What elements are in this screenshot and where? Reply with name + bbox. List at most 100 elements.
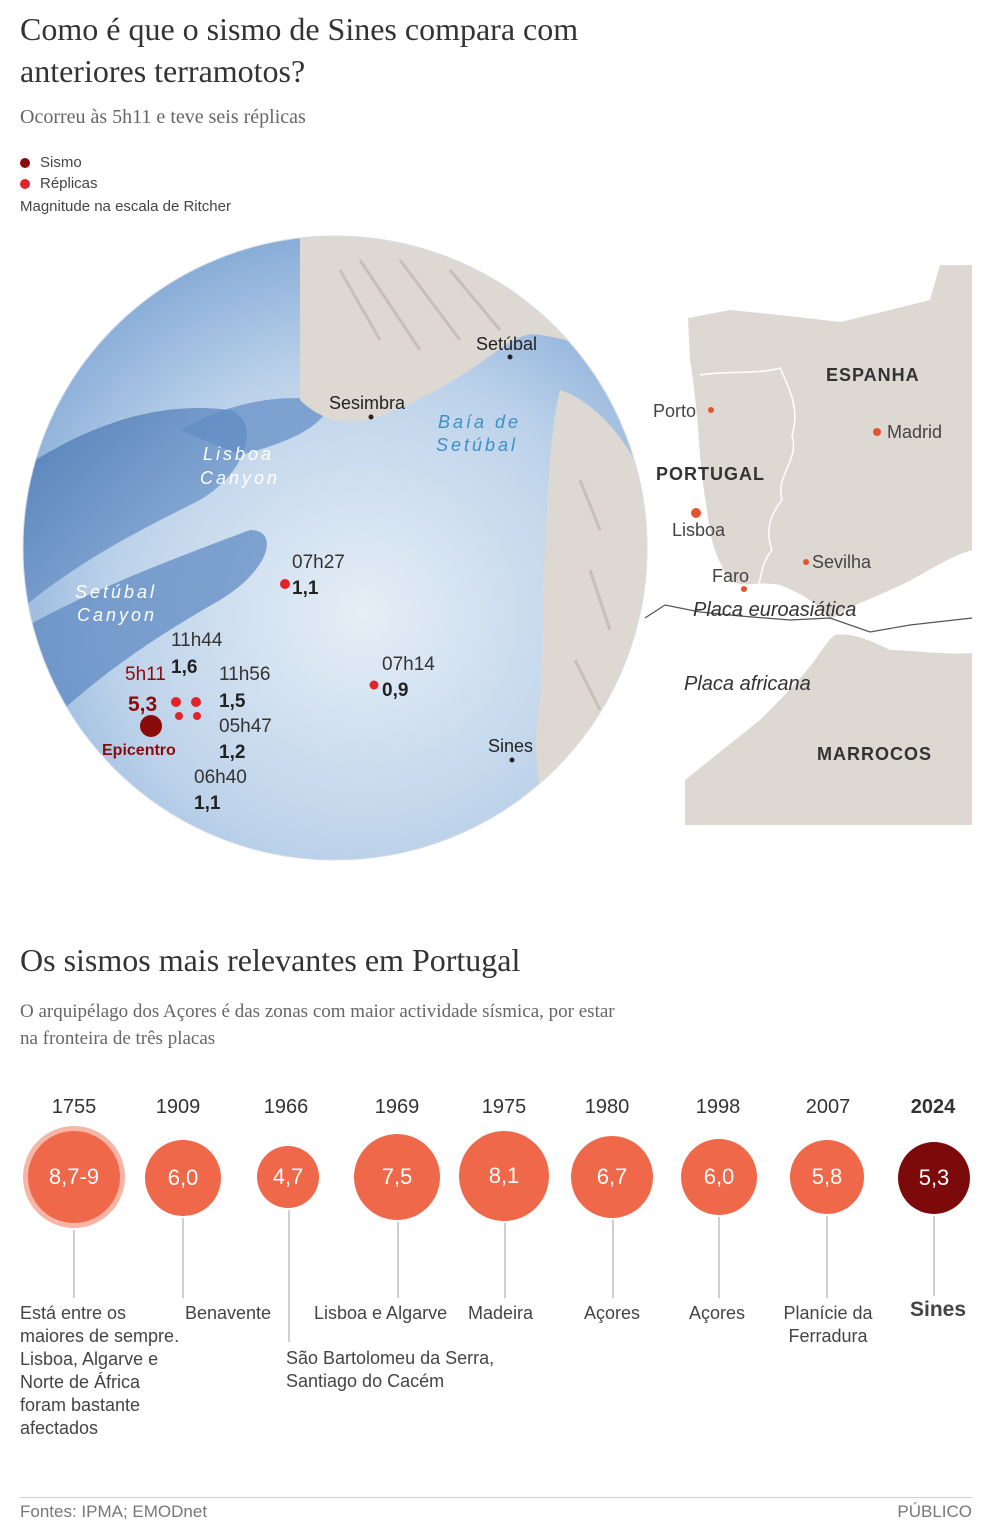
magnitude-bubble: 8,1 <box>459 1131 549 1221</box>
magnitude-bubble: 8,7-9 <box>28 1131 120 1223</box>
aftershock-magnitude: 0,9 <box>382 680 408 701</box>
magnitude-bubble: 5,8 <box>790 1140 864 1214</box>
footer-divider <box>20 1497 972 1498</box>
quake-label: Está entre os maiores de sempre. Lisboa,… <box>20 1303 180 1438</box>
footer-sources: Fontes: IPMA; EMODnet <box>20 1502 208 1521</box>
timeline-stem <box>73 1230 75 1298</box>
magnitude-bubble: 4,7 <box>257 1146 319 1208</box>
sismo-dot-icon <box>20 157 30 168</box>
aftershock-dot-icon <box>280 579 290 589</box>
magnitude-bubble: 6,0 <box>681 1139 757 1215</box>
label-baia-setubal-2: Setúbal <box>436 435 518 455</box>
aftershock-magnitude: 1,2 <box>219 742 245 763</box>
country-portugal: PORTUGAL <box>656 464 765 484</box>
aftershock-dot-icon <box>175 712 183 720</box>
aftershock-magnitude: 1,1 <box>194 793 221 814</box>
madrid-marker-icon <box>873 428 881 436</box>
timeline-stem <box>182 1218 184 1298</box>
year-1909: 1909 <box>155 1096 201 1118</box>
year-2007: 2007 <box>805 1096 851 1118</box>
year-1966: 1966 <box>263 1096 309 1118</box>
sesimbra-marker-icon <box>368 414 374 420</box>
main-quake-time: 5h11 <box>125 664 166 685</box>
year-1980: 1980 <box>584 1096 630 1118</box>
year-1755: 1755 <box>51 1096 97 1118</box>
timeline-stem <box>504 1223 506 1298</box>
aftershock-magnitude: 1,1 <box>292 578 319 599</box>
magnitude-bubble: 6,7 <box>571 1136 653 1218</box>
year-1998: 1998 <box>695 1096 741 1118</box>
magnitude-bubble-highlight: 5,3 <box>898 1142 970 1214</box>
aftershock-dot-icon <box>191 697 201 707</box>
quake-label: Lisboa e Algarve <box>314 1303 448 1323</box>
main-quake-magnitude: 5,3 <box>128 693 157 716</box>
timeline-stem <box>718 1217 720 1298</box>
country-spain: ESPANHA <box>826 365 920 385</box>
country-morocco: MARROCOS <box>817 744 932 764</box>
sevilha-marker-icon <box>803 559 809 565</box>
place-setubal: Setúbal <box>476 334 537 354</box>
porto-marker-icon <box>708 407 714 413</box>
label-lisboa-canyon-1: Lisboa <box>203 444 274 464</box>
quake-label-highlight: Sines <box>909 1298 967 1321</box>
plate-african: Placa africana <box>684 673 811 695</box>
setubal-marker-icon <box>507 354 513 360</box>
section-subtitle: O arquipélago dos Açores é das zonas com… <box>20 1001 615 1049</box>
aftershock-time: 07h27 <box>292 552 345 573</box>
aftershock-dot-icon <box>171 697 181 707</box>
epicentre-dot-icon <box>140 715 162 737</box>
legend-label: Sismo <box>40 154 82 171</box>
lisboa-marker-icon <box>691 508 701 518</box>
year-1975: 1975 <box>481 1096 527 1118</box>
timeline-stem <box>612 1220 614 1298</box>
section-title: Os sismos mais relevantes em Portugal <box>20 942 521 978</box>
timeline-stem <box>933 1216 935 1296</box>
footer-brand: PÚBLICO <box>897 1502 972 1521</box>
quake-label: Planície da Ferradura <box>783 1303 873 1346</box>
label-setubal-canyon-2: Canyon <box>77 605 157 625</box>
legend-label: Réplicas <box>40 175 98 192</box>
aftershock-time: 11h44 <box>171 630 223 651</box>
aftershock-time: 07h14 <box>382 654 435 675</box>
aftershock-time: 05h47 <box>219 716 272 737</box>
aftershock-dot-icon <box>369 680 379 690</box>
epicentre-label: Epicentro <box>102 742 176 759</box>
city-sevilha: Sevilha <box>812 552 872 572</box>
legend-item-sismo: Sismo <box>20 154 82 171</box>
sines-marker-icon <box>509 757 515 763</box>
timeline-stem <box>288 1210 290 1342</box>
timeline-stem <box>826 1216 828 1298</box>
city-madrid: Madrid <box>887 422 942 442</box>
legend-note: Magnitude na escala de Ritcher <box>20 198 231 215</box>
place-sines: Sines <box>488 736 533 756</box>
quake-label: Madeira <box>468 1303 534 1323</box>
quake-label: Açores <box>689 1303 746 1323</box>
page-title: Como é que o sismo de Sines compara com … <box>20 11 579 89</box>
year-1969: 1969 <box>374 1096 420 1118</box>
quake-label: Benavente <box>185 1303 272 1323</box>
quake-label: São Bartolomeu da Serra, Santiago do Cac… <box>286 1348 495 1391</box>
place-sesimbra: Sesimbra <box>329 393 406 413</box>
plate-eurasian: Placa euroasiática <box>693 599 856 621</box>
magnitude-bubble: 6,0 <box>145 1140 221 1216</box>
city-porto: Porto <box>653 401 696 421</box>
legend-item-replicas: Réplicas <box>20 175 98 192</box>
label-baia-setubal-1: Baía de <box>438 412 521 432</box>
faro-marker-icon <box>741 586 747 592</box>
city-faro: Faro <box>712 566 749 586</box>
magnitude-bubble: 7,5 <box>354 1134 440 1220</box>
replica-dot-icon <box>20 178 30 189</box>
label-setubal-canyon-1: Setúbal <box>75 582 157 602</box>
label-lisboa-canyon-2: Canyon <box>200 468 280 488</box>
page-subtitle: Ocorreu às 5h11 e teve seis réplicas <box>20 106 306 128</box>
aftershock-time: 06h40 <box>194 767 247 788</box>
aftershock-magnitude: 1,5 <box>219 691 246 712</box>
aftershock-time: 11h56 <box>219 664 270 685</box>
aftershock-dot-icon <box>193 712 201 720</box>
year-2024: 2024 <box>910 1096 956 1118</box>
detail-map: Setúbal Sesimbra Sines Baía de Setúbal L… <box>22 235 648 861</box>
aftershock-magnitude: 1,6 <box>171 657 197 678</box>
overview-map: ESPANHA PORTUGAL MARROCOS Porto Madrid L… <box>644 265 973 825</box>
city-lisboa: Lisboa <box>672 520 726 540</box>
timeline-stem <box>397 1222 399 1298</box>
